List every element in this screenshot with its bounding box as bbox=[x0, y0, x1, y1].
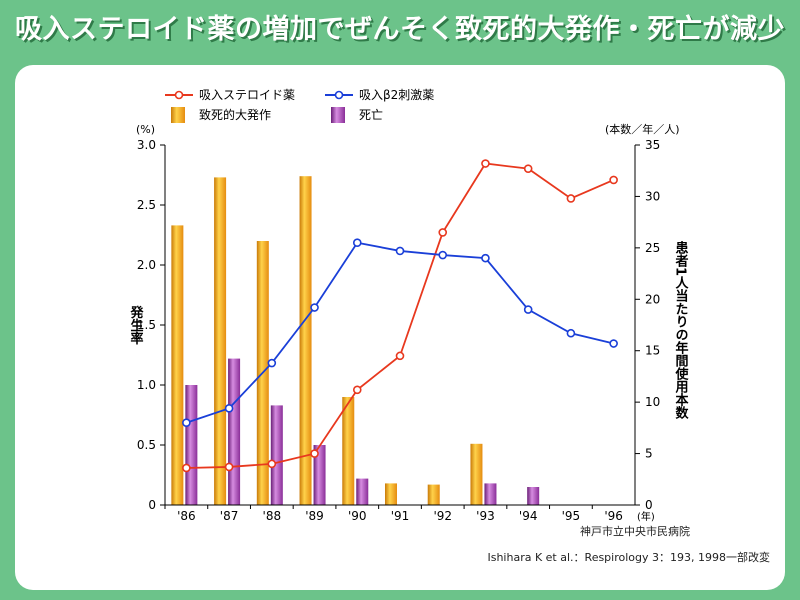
chart-panel: 0 0.5 1.0 1.5 2.0 2.5 3.0 (%) 発生率 0 5 10 15 20 25 30 35 (… bbox=[15, 65, 785, 590]
series-point-1 bbox=[566, 328, 576, 338]
right-tick-label: 5 bbox=[645, 447, 653, 461]
left-axis-label: 発生率 bbox=[128, 305, 145, 346]
left-axis-unit: (%) bbox=[136, 123, 155, 136]
left-tick-label: 0.5 bbox=[137, 438, 156, 452]
legend-steroid-label: 吸入ステロイド薬 bbox=[199, 88, 295, 102]
chart: 0 0.5 1.0 1.5 2.0 2.5 3.0 (%) 発生率 0 5 10 15 20 25 30 35 (… bbox=[128, 88, 771, 564]
x-tick-label: '88 bbox=[263, 509, 282, 523]
legend-attack-label: 致死的大発作 bbox=[199, 107, 271, 122]
bar-attack bbox=[171, 225, 184, 505]
right-tick-label: 35 bbox=[645, 138, 660, 152]
right-tick-label: 15 bbox=[645, 344, 660, 358]
series-point-0 bbox=[310, 449, 319, 458]
series-point-1 bbox=[182, 418, 191, 428]
x-tick-label: '93 bbox=[476, 509, 495, 523]
bar-attack bbox=[214, 177, 227, 505]
legend-attack-swatch bbox=[171, 107, 185, 123]
series-point-0 bbox=[566, 194, 576, 203]
x-tick-label: '96 bbox=[604, 509, 623, 523]
left-tick-label: 1.5 bbox=[137, 318, 156, 332]
series-point-1 bbox=[609, 339, 618, 348]
left-tick-label: 3.0 bbox=[137, 138, 156, 152]
legend-death-swatch bbox=[331, 107, 345, 123]
right-tick-label: 20 bbox=[645, 292, 660, 306]
page-title: 吸入ステロイド薬の増加でぜんそく致死的大発作・死亡が減少 bbox=[15, 14, 785, 45]
bar-death bbox=[527, 487, 540, 505]
left-tick-label: 2.5 bbox=[137, 198, 156, 212]
series-point-0 bbox=[224, 462, 234, 472]
series-point-1 bbox=[481, 253, 490, 263]
legend-death-label: 死亡 bbox=[359, 108, 383, 122]
bar-attack bbox=[342, 397, 355, 505]
right-tick-label: 30 bbox=[645, 189, 660, 203]
bar-death bbox=[228, 358, 241, 505]
series-point-1 bbox=[310, 303, 319, 312]
right-axis-unit: (本数／年／人) bbox=[605, 122, 680, 136]
series-line-0 bbox=[186, 162, 614, 469]
series-point-0 bbox=[267, 459, 277, 469]
right-axis-label: 患者1人当たりの年間使用本数 bbox=[673, 240, 690, 420]
x-tick-label: '91 bbox=[391, 509, 410, 523]
right-tick-label: 0 bbox=[645, 498, 653, 512]
bar-attack bbox=[427, 484, 440, 505]
series-point-1 bbox=[352, 238, 362, 248]
series-point-1 bbox=[438, 250, 448, 260]
x-tick-label: '87 bbox=[220, 509, 239, 523]
series-point-0 bbox=[395, 351, 405, 361]
lines bbox=[182, 159, 618, 473]
series-point-1 bbox=[224, 404, 234, 413]
legend-beta-marker bbox=[334, 90, 344, 100]
series-point-0 bbox=[523, 164, 533, 173]
bar-death bbox=[185, 385, 198, 505]
left-tick-label: 1.0 bbox=[137, 378, 156, 392]
citation-label: Ishihara K et al.：Respirology 3：193, 199… bbox=[487, 550, 770, 564]
x-tick-label: '95 bbox=[562, 509, 581, 523]
bar-death bbox=[313, 445, 326, 505]
series-point-0 bbox=[609, 175, 618, 185]
series-line-1 bbox=[186, 241, 614, 424]
series-point-1 bbox=[523, 305, 533, 314]
series-point-0 bbox=[481, 159, 490, 168]
series-point-0 bbox=[438, 228, 448, 237]
bar-attack bbox=[470, 443, 483, 505]
series-point-0 bbox=[352, 385, 362, 395]
x-tick-label: '92 bbox=[433, 509, 452, 523]
left-tick-label: 2.0 bbox=[137, 258, 156, 272]
left-tick-label: 0 bbox=[148, 498, 156, 512]
x-tick-label: '86 bbox=[177, 509, 196, 523]
right-tick-label: 25 bbox=[645, 241, 660, 255]
x-axis-unit: (年) bbox=[637, 510, 655, 523]
series-point-1 bbox=[395, 246, 405, 256]
bar-attack bbox=[299, 176, 312, 505]
series-point-1 bbox=[267, 358, 277, 368]
series-point-0 bbox=[182, 463, 191, 473]
source-label: 神戸市立中央市民病院 bbox=[580, 524, 690, 538]
bar-death bbox=[270, 405, 283, 505]
right-tick-label: 10 bbox=[645, 395, 660, 409]
bar-death bbox=[356, 478, 369, 505]
x-tick-label: '90 bbox=[348, 509, 367, 523]
legend-beta-label: 吸入β2刺激薬 bbox=[359, 88, 434, 102]
x-tick-label: '94 bbox=[519, 509, 538, 523]
bar-death bbox=[484, 483, 497, 505]
legend-steroid-marker bbox=[174, 90, 184, 100]
bars bbox=[171, 176, 540, 505]
x-tick-label: '89 bbox=[305, 509, 324, 523]
axes: 0 0.5 1.0 1.5 2.0 2.5 3.0 (%) 発生率 0 5 10 15 20 25 30 35 (… bbox=[128, 122, 690, 523]
bar-attack bbox=[385, 483, 397, 505]
